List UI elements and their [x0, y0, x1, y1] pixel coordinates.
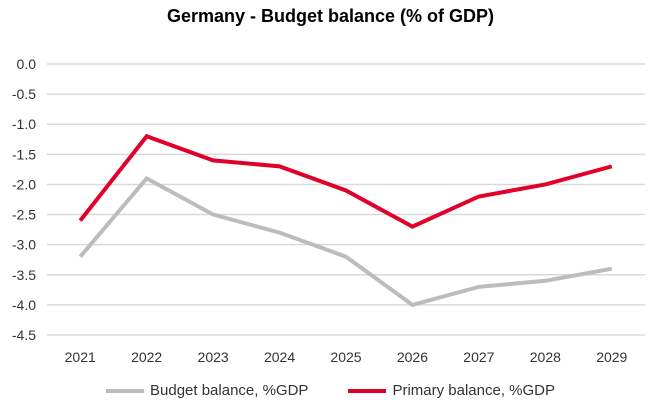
- y-tick-label: -4.0: [12, 297, 36, 313]
- y-tick-label: -1.5: [12, 146, 36, 162]
- legend-label-primary: Primary balance, %GDP: [392, 382, 555, 399]
- x-tick-label: 2025: [330, 349, 361, 365]
- legend-swatch-primary: [348, 388, 387, 393]
- legend-item-primary: Primary balance, %GDP: [348, 382, 555, 399]
- x-tick-label: 2027: [463, 349, 494, 365]
- x-tick-label: 2023: [198, 349, 229, 365]
- legend: Budget balance, %GDP Primary balance, %G…: [0, 382, 661, 399]
- series-line-primary: [78, 133, 613, 229]
- y-tick-label: -4.5: [12, 327, 36, 343]
- series-line-budget: [78, 175, 613, 308]
- y-tick-label: 0.0: [17, 56, 37, 72]
- x-tick-label: 2026: [397, 349, 428, 365]
- chart-title: Germany - Budget balance (% of GDP): [166, 6, 495, 26]
- y-tick-label: -2.0: [12, 176, 36, 192]
- x-tick-label: 2029: [596, 349, 627, 365]
- legend-item-budget: Budget balance, %GDP: [106, 382, 308, 399]
- y-tick-label: -2.5: [12, 207, 36, 223]
- y-tick-label: -0.5: [12, 86, 36, 102]
- x-tick-label: 2021: [65, 349, 96, 365]
- legend-swatch-budget: [106, 388, 144, 393]
- x-tick-label: 2022: [131, 349, 162, 365]
- x-tick-label: 2024: [264, 349, 295, 365]
- y-tick-label: -3.5: [12, 267, 36, 283]
- x-tick-label: 2028: [530, 349, 561, 365]
- legend-label-budget: Budget balance, %GDP: [150, 382, 309, 399]
- y-tick-label: -3.0: [12, 237, 36, 253]
- y-tick-label: -1.0: [12, 116, 36, 132]
